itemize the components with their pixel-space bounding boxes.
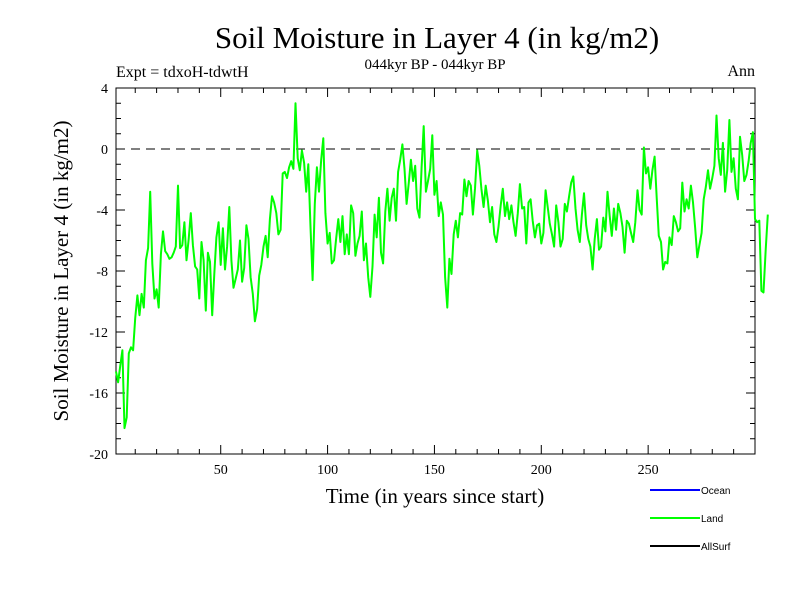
y-axis: 4 0 -4 -8 -12 -16 -20 <box>89 82 755 463</box>
plot-frame <box>115 87 756 455</box>
y-tick-label: -12 <box>89 326 108 341</box>
y-axis-label: Soil Moisture in Layer 4 (in kg/m2) <box>49 121 73 422</box>
y-tick-label: 4 <box>101 82 108 97</box>
plot-area: 50 100 150 200 250 4 0 -4 -8 -12 -16 -20 <box>89 82 769 478</box>
x-axis: 50 100 150 200 250 <box>134 88 756 478</box>
x-tick-label: 200 <box>531 463 552 478</box>
series-line-land <box>115 102 769 430</box>
x-tick-label: 50 <box>214 463 228 478</box>
y-tick-label: -20 <box>89 448 108 463</box>
x-tick-label: 250 <box>638 463 659 478</box>
legend-label-ocean: Ocean <box>701 486 730 497</box>
x-axis-label: Time (in years since start) <box>326 484 545 508</box>
y-tick-label: -4 <box>96 204 108 219</box>
chart-title: Soil Moisture in Layer 4 (in kg/m2) <box>215 20 659 55</box>
chart-subtitle: 044kyr BP - 044kyr BP <box>364 57 505 73</box>
x-tick-label: 100 <box>317 463 338 478</box>
legend: Ocean Land AllSurf <box>650 486 731 553</box>
x-tick-label: 150 <box>424 463 445 478</box>
y-tick-label: -8 <box>96 265 108 280</box>
legend-label-land: Land <box>701 514 723 525</box>
experiment-label: Expt = tdxoH-tdwtH <box>116 64 249 81</box>
legend-label-allsurf: AllSurf <box>701 542 731 553</box>
y-tick-label: 0 <box>101 143 108 158</box>
period-label: Ann <box>727 63 755 80</box>
y-tick-label: -16 <box>89 387 108 402</box>
series-layer <box>115 102 769 430</box>
